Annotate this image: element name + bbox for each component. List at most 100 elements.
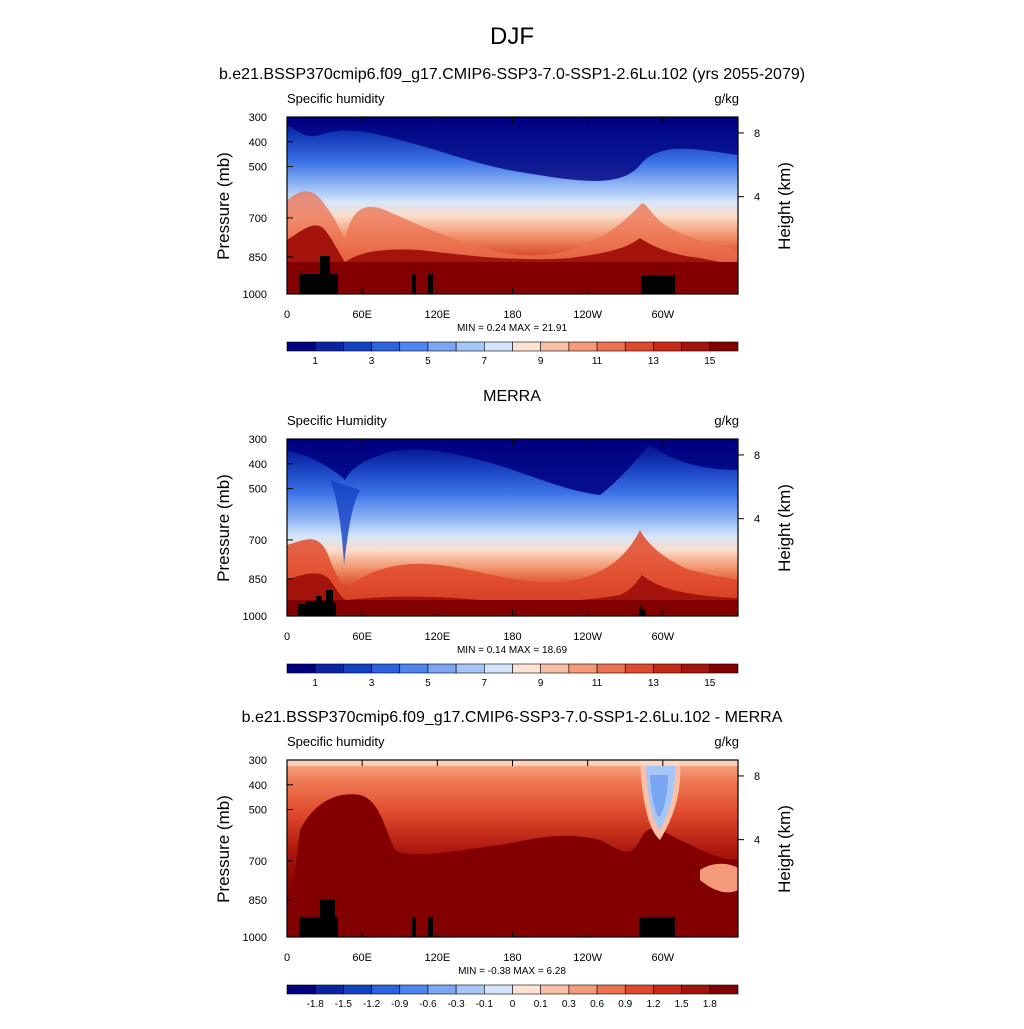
colorbar-bin: [314, 663, 344, 674]
colorbar-bin: [681, 984, 711, 995]
colorbar-bin: [343, 341, 372, 352]
colorbar-bin: [455, 984, 485, 995]
colorbar-label: 5: [425, 678, 431, 689]
colorbar-bin: [596, 341, 626, 352]
pressure-tick-label: 700: [249, 535, 267, 547]
colorbar-bin: [624, 341, 654, 352]
panel-3-title: b.e21.BSSP370cmip6.f09_g17.CMIP6-SSP3-7.…: [242, 709, 783, 726]
height-tick-label: 8: [754, 771, 760, 783]
pressure-tick-label: 400: [249, 780, 267, 792]
colorbar-bin: [455, 341, 485, 352]
colorbar-label: 3: [369, 678, 375, 689]
panel-2: MERRA Specific Humidity g/kg 30040050070…: [214, 388, 794, 689]
longitude-tick-label: 120W: [573, 631, 602, 643]
panel-1-colorbar: 1 3 5 7 9 11 13 15: [286, 341, 739, 367]
longitude-tick-label: 60E: [352, 309, 372, 321]
panel-1-topography: [299, 256, 675, 294]
colorbar-bin: [314, 341, 344, 352]
longitude-tick-label: 120W: [573, 952, 602, 964]
height-tick-label: 8: [754, 128, 760, 140]
panel-3-contour-field: [287, 760, 738, 937]
colorbar-bin: [512, 341, 541, 352]
colorbar-label: 15: [704, 678, 716, 689]
panel-1-contour-field: [287, 117, 738, 294]
panel-2-topography: [298, 590, 646, 616]
colorbar-label: -0.9: [391, 999, 409, 1010]
colorbar-bin: [427, 341, 457, 352]
colorbar-label: 7: [482, 678, 488, 689]
colorbar-bin: [484, 984, 513, 995]
panel-3: b.e21.BSSP370cmip6.f09_g17.CMIP6-SSP3-7.…: [214, 709, 794, 1010]
panel-1-y2-axis-label: Height (km): [775, 162, 794, 250]
longitude-tick-label: 120E: [424, 631, 450, 643]
colorbar-label: 0.3: [562, 999, 576, 1010]
panel-2-left-label: Specific Humidity: [287, 413, 387, 428]
colorbar-label: 9: [538, 678, 544, 689]
panel-3-units-label: g/kg: [714, 734, 739, 749]
longitude-tick-label: 0: [284, 631, 290, 643]
colorbar-label: 7: [482, 356, 488, 367]
colorbar-label: 9: [538, 356, 544, 367]
height-tick-label: 4: [754, 835, 760, 847]
colorbar-bin: [484, 341, 513, 352]
panel-1-title: b.e21.BSSP370cmip6.f09_g17.CMIP6-SSP3-7.…: [219, 66, 805, 83]
panel-1-stats: MIN = 0.24 MAX = 21.91: [457, 323, 567, 334]
colorbar-bin: [512, 984, 541, 995]
colorbar-bin: [681, 663, 711, 674]
pressure-tick-label: 300: [249, 112, 267, 124]
colorbar-bin: [653, 341, 682, 352]
panel-2-pressure-axis: 300 400 500 700 850 1000: [243, 434, 293, 623]
panel-1-pressure-axis: 300 400 500 700 850 1000: [243, 112, 293, 301]
colorbar-bin: [540, 341, 570, 352]
colorbar-bin: [371, 341, 401, 352]
colorbar-bin: [343, 984, 372, 995]
pressure-tick-label: 500: [249, 805, 267, 817]
colorbar-bin: [709, 341, 739, 352]
panel-2-colorbar: 1 3 5 7 9 11 13 15: [286, 663, 739, 689]
pressure-tick-label: 300: [249, 434, 267, 446]
pressure-tick-label: 1000: [243, 932, 267, 944]
pressure-tick-label: 700: [249, 213, 267, 225]
longitude-tick-label: 60W: [652, 309, 675, 321]
colorbar-label: -1.5: [335, 999, 353, 1010]
colorbar-bin: [371, 663, 401, 674]
colorbar-label: -1.2: [363, 999, 381, 1010]
colorbar-bin: [653, 984, 682, 995]
colorbar-bin: [568, 341, 598, 352]
longitude-tick-label: 180: [503, 631, 521, 643]
colorbar-bin: [596, 984, 626, 995]
pressure-tick-label: 400: [249, 137, 267, 149]
panel-1-longitude-axis: 0 60E 120E 180 120W 60W: [284, 117, 675, 321]
longitude-tick-label: 60W: [652, 952, 675, 964]
colorbar-label: 1.2: [646, 999, 660, 1010]
panel-2-y-axis-label: Pressure (mb): [214, 474, 233, 582]
colorbar-label: -1.8: [307, 999, 325, 1010]
panel-3-height-axis: 84: [738, 771, 760, 847]
panel-3-topography: [299, 899, 675, 937]
colorbar-bin: [427, 984, 457, 995]
panel-2-contour-field: [287, 439, 738, 616]
colorbar-label: 1: [312, 678, 318, 689]
pressure-tick-label: 300: [249, 755, 267, 767]
colorbar-bin: [540, 663, 570, 674]
pressure-tick-label: 850: [249, 252, 267, 264]
colorbar-bin: [512, 663, 541, 674]
panel-2-title: MERRA: [483, 388, 541, 405]
colorbar-label: -0.6: [419, 999, 437, 1010]
pressure-tick-label: 1000: [243, 611, 267, 623]
colorbar-label: -0.3: [448, 999, 466, 1010]
colorbar-bin: [286, 984, 316, 995]
panel-2-height-axis: 84: [738, 450, 760, 526]
longitude-tick-label: 180: [503, 309, 521, 321]
panel-3-longitude-axis: 0 60E 120E 180 120W 60W: [284, 760, 675, 964]
pressure-tick-label: 850: [249, 895, 267, 907]
figure-title: DJF: [490, 23, 534, 50]
panel-3-left-label: Specific humidity: [287, 734, 385, 749]
longitude-tick-label: 0: [284, 309, 290, 321]
panel-1-height-axis: 84: [738, 128, 760, 204]
colorbar-label: 13: [648, 356, 660, 367]
height-tick-label: 4: [754, 192, 760, 204]
colorbar-bin: [399, 984, 429, 995]
panel-2-longitude-axis: 0 60E 120E 180 120W 60W: [284, 439, 675, 643]
